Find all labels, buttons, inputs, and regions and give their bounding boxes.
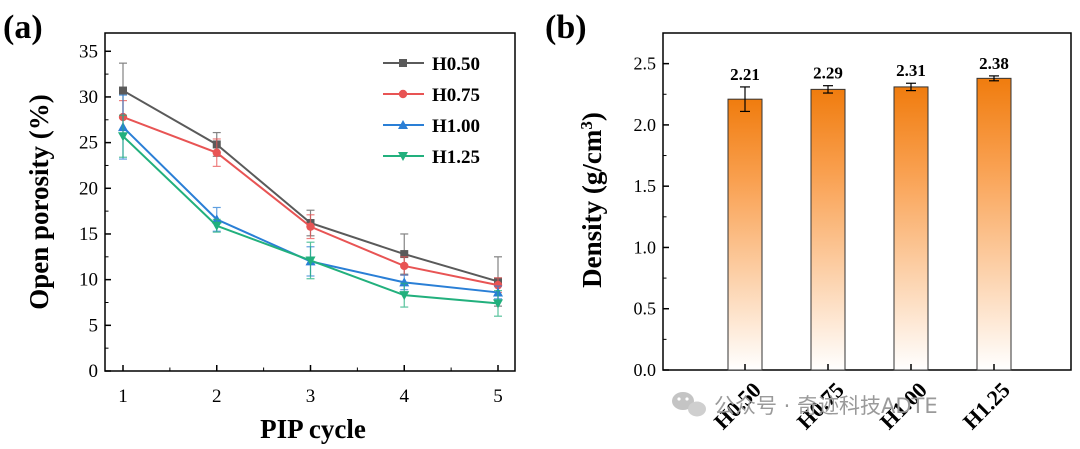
bar-value-label: 2.38 [979, 54, 1009, 73]
x-tick-label: 1 [118, 386, 128, 407]
y-tick-label: 25 [79, 133, 98, 154]
panel-a-legend: H0.50 H0.75 H1.00 H1.25 [383, 54, 480, 168]
panel-a-x-axis-title: PIP cycle [260, 414, 366, 444]
y-tick-label: 2.5 [634, 54, 657, 74]
panel-a-plot-frame [104, 32, 516, 372]
x-tick-label: 4 [400, 386, 410, 407]
x-tick-label: 3 [306, 386, 316, 407]
y-tick-label: 30 [79, 87, 98, 108]
legend-item-h050: H0.50 [383, 54, 480, 75]
y-tick-label: 1.5 [634, 176, 657, 196]
panel-b: (b) 0.00.51.01.52.02.5 2.21 2.29 2.31 2.38 … [545, 9, 1072, 434]
panel-b-bars: 2.21 2.29 2.31 2.38 [727, 54, 1012, 371]
data-point [212, 148, 221, 157]
legend-label-h050: H0.50 [432, 54, 480, 75]
bar [810, 88, 846, 371]
bar-group-h075: 2.29 [810, 64, 846, 371]
data-point [119, 86, 127, 95]
watermark: 公众号 · 奇迹科技ADTE [672, 392, 938, 418]
bar [727, 98, 763, 371]
bar [893, 86, 929, 371]
panel-a-label: (a) [3, 9, 43, 46]
panel-a: (a) 0 5 10 15 20 25 30 35 1 2 3 4 5 PIP cycle Open … [3, 9, 516, 444]
error-bar [906, 82, 916, 92]
panel-b-y-axis-title-sup: 3 [577, 121, 596, 130]
x-tick-label: 2 [212, 386, 222, 407]
bar [976, 77, 1012, 371]
panel-a-y-axis-title: Open porosity (%) [24, 94, 54, 310]
y-tick-label: 35 [79, 41, 98, 62]
data-point [118, 132, 128, 142]
data-point [400, 261, 409, 271]
y-tick-label: 20 [79, 178, 98, 199]
x-tick-label: 5 [493, 386, 503, 407]
wechat-icon [672, 392, 706, 417]
data-point [211, 221, 222, 231]
y-tick-label: 5 [89, 315, 99, 336]
panel-b-plot-frame [662, 32, 1072, 371]
error-bar [823, 85, 833, 94]
bar-value-label: 2.29 [813, 64, 843, 83]
bar-group-h050: 2.21 [727, 65, 763, 371]
data-point [493, 280, 503, 290]
y-tick-label: 2.0 [634, 115, 657, 135]
watermark-text: 公众号 · 奇迹科技ADTE [714, 394, 938, 418]
y-tick-label: 0.0 [634, 360, 657, 380]
bar-group-h125: 2.38 [976, 54, 1012, 371]
bar-value-label: 2.31 [896, 61, 926, 80]
bar-group-h100: 2.31 [893, 61, 929, 371]
legend-item-h100: H1.00 [383, 116, 480, 137]
series-h125 [118, 114, 503, 317]
data-point [399, 291, 410, 301]
panel-b-y-axis-title-main: Density (g/cm [577, 129, 607, 288]
category-label: H1.25 [958, 377, 1015, 434]
bar-value-label: 2.21 [730, 65, 760, 84]
data-point [399, 277, 410, 287]
panel-b-y-axis: 0.0 0.5 1.0 1.5 2.0 2.5 [634, 54, 669, 380]
data-point [306, 222, 315, 231]
legend-item-h125: H1.25 [383, 147, 480, 168]
panel-b-y-axis-title: Density (g/cm3) [577, 112, 608, 288]
legend-item-h075: H0.75 [383, 85, 480, 106]
y-tick-label: 0 [89, 361, 99, 382]
panel-b-y-axis-title-close: ) [577, 112, 607, 121]
panel-a-series [118, 62, 503, 317]
legend-label-h125: H1.25 [432, 147, 480, 168]
y-tick-label: 15 [79, 224, 98, 245]
panel-a-x-axis: 1 2 3 4 5 [118, 365, 503, 407]
data-point [493, 299, 503, 309]
y-tick-label: 0.5 [634, 299, 657, 319]
data-point [400, 250, 409, 259]
error-bar [740, 86, 750, 113]
legend-label-h075: H0.75 [432, 85, 480, 106]
panel-b-label: (b) [545, 9, 587, 46]
y-tick-label: 10 [79, 270, 98, 291]
legend-label-h100: H1.00 [432, 116, 480, 137]
error-bar [989, 75, 999, 82]
panel-a-y-axis: 0 5 10 15 20 25 30 35 [79, 41, 111, 382]
data-point [305, 256, 316, 266]
y-tick-label: 1.0 [634, 237, 657, 257]
